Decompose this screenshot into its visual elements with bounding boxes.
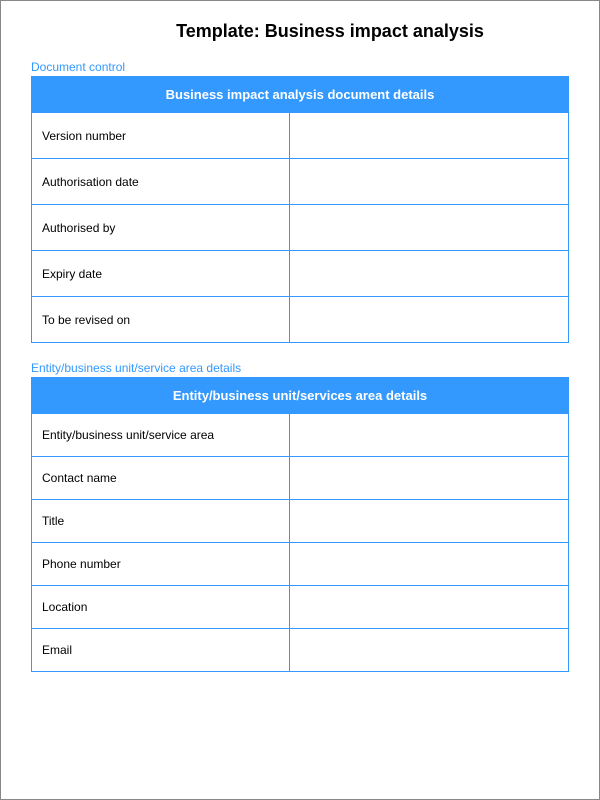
table-row: Location [32, 586, 569, 629]
row-label: Title [32, 500, 290, 543]
table-row: Version number [32, 113, 569, 159]
row-value [289, 159, 568, 205]
row-value [289, 205, 568, 251]
row-label: Phone number [32, 543, 290, 586]
table-row: Title [32, 500, 569, 543]
row-value [289, 297, 568, 343]
row-value [289, 251, 568, 297]
table-row: Authorisation date [32, 159, 569, 205]
row-label: Email [32, 629, 290, 672]
table-row: Contact name [32, 457, 569, 500]
table-row: Email [32, 629, 569, 672]
row-value [289, 414, 568, 457]
row-label: Version number [32, 113, 290, 159]
table-row: Authorised by [32, 205, 569, 251]
table-row: Phone number [32, 543, 569, 586]
table-row: Expiry date [32, 251, 569, 297]
document-control-table: Business impact analysis document detail… [31, 76, 569, 343]
row-label: Contact name [32, 457, 290, 500]
row-value [289, 543, 568, 586]
table-header: Entity/business unit/services area detai… [32, 378, 569, 414]
row-value [289, 113, 568, 159]
document-page: Template: Business impact analysis Docum… [0, 0, 600, 800]
row-label: Authorised by [32, 205, 290, 251]
table-row: Entity/business unit/service area [32, 414, 569, 457]
row-label: Entity/business unit/service area [32, 414, 290, 457]
row-value [289, 586, 568, 629]
row-value [289, 500, 568, 543]
entity-details-table: Entity/business unit/services area detai… [31, 377, 569, 672]
page-title: Template: Business impact analysis [91, 21, 569, 42]
row-label: Location [32, 586, 290, 629]
table-row: To be revised on [32, 297, 569, 343]
row-label: Expiry date [32, 251, 290, 297]
row-value [289, 457, 568, 500]
row-label: Authorisation date [32, 159, 290, 205]
table-header: Business impact analysis document detail… [32, 77, 569, 113]
section-label-entity-details: Entity/business unit/service area detail… [31, 361, 569, 375]
section-label-document-control: Document control [31, 60, 569, 74]
row-label: To be revised on [32, 297, 290, 343]
row-value [289, 629, 568, 672]
